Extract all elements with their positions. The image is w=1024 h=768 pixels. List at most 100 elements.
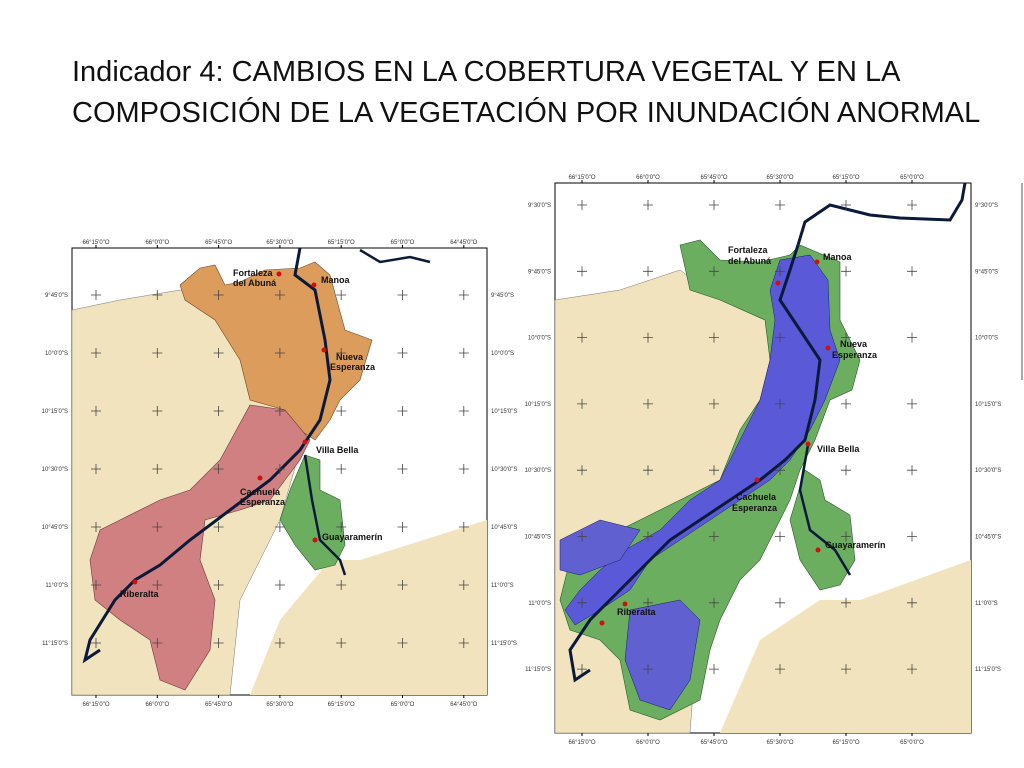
left-map-orange-zone bbox=[179, 261, 373, 441]
graticule-cross bbox=[213, 406, 224, 416]
right-map-blue-west bbox=[559, 519, 641, 576]
graticule-cross bbox=[152, 348, 163, 358]
graticule-cross bbox=[152, 580, 163, 590]
town-marker bbox=[312, 537, 318, 543]
graticule-cross bbox=[643, 266, 653, 277]
right-map-blue-south bbox=[624, 599, 701, 711]
right-map-river bbox=[796, 182, 967, 246]
town-marker bbox=[754, 477, 760, 483]
left-map: 66°15'0"O 66°15'0"O 66°0'0"O 66°0'0"O 65°45'… bbox=[42, 240, 518, 708]
town-marker bbox=[775, 280, 781, 286]
graticule-cross bbox=[336, 348, 347, 358]
graticule-cross bbox=[775, 398, 785, 409]
graticule-cross bbox=[643, 597, 653, 608]
latitude-label: 10°30'0"S bbox=[491, 467, 517, 473]
longitude-label: 66°0'0"O bbox=[145, 240, 169, 246]
graticule-cross bbox=[643, 398, 653, 409]
graticule-cross bbox=[907, 664, 917, 675]
graticule-cross bbox=[274, 580, 285, 590]
graticule-cross bbox=[397, 464, 408, 474]
graticule-cross bbox=[397, 522, 408, 532]
town-marker bbox=[599, 620, 605, 626]
longitude-label: 65°0'0"O bbox=[391, 702, 415, 708]
longitude-label: 66°15'0"O bbox=[568, 175, 595, 181]
latitude-label: 10°45'0"S bbox=[975, 535, 1001, 541]
graticule-cross bbox=[336, 406, 347, 416]
latitude-label: 10°15'0"S bbox=[975, 402, 1001, 408]
graticule-cross bbox=[775, 465, 785, 476]
longitude-label: 65°45'0"O bbox=[205, 240, 232, 246]
place-label: Villa Bella bbox=[316, 445, 359, 455]
longitude-label: 65°0'0"O bbox=[391, 240, 415, 246]
latitude-label: 9°45'0"S bbox=[528, 269, 551, 275]
longitude-label: 65°15'0"O bbox=[832, 175, 859, 181]
graticule-cross bbox=[841, 266, 851, 277]
graticule-cross bbox=[841, 531, 851, 542]
place-label: Fortaleza bbox=[233, 268, 274, 278]
graticule-cross bbox=[91, 464, 101, 474]
left-map-places: Fortaleza del Abuná Manoa Nueva Esperanz… bbox=[120, 268, 383, 599]
latitude-label: 10°15'0"S bbox=[525, 402, 551, 408]
graticule-cross bbox=[213, 638, 224, 648]
graticule-cross bbox=[336, 464, 347, 474]
town-marker bbox=[276, 271, 282, 277]
graticule-cross bbox=[274, 290, 285, 300]
graticule-cross bbox=[152, 406, 163, 416]
right-map-river-east bbox=[798, 444, 852, 576]
place-label: Cachuela bbox=[736, 492, 777, 502]
graticule-cross bbox=[336, 290, 347, 300]
graticule-cross bbox=[841, 597, 851, 608]
graticule-cross bbox=[274, 406, 285, 416]
place-label: Esperanza bbox=[240, 497, 286, 507]
right-map-places: Fortaleza del Abuná Manoa Nueva Esperanz… bbox=[599, 245, 886, 626]
latitude-label: 10°45'0"S bbox=[42, 525, 68, 531]
graticule-cross bbox=[397, 348, 408, 358]
longitude-label: 66°15'0"O bbox=[568, 740, 595, 746]
latitude-label: 9°30'0"S bbox=[528, 203, 551, 209]
graticule-cross bbox=[709, 664, 719, 675]
graticule-cross bbox=[152, 290, 163, 300]
longitude-label: 66°15'0"O bbox=[82, 702, 109, 708]
latitude-label: 11°15'0"S bbox=[491, 641, 517, 647]
latitude-label: 10°0'0"S bbox=[45, 351, 68, 357]
longitude-label: 66°0'0"O bbox=[636, 175, 660, 181]
graticule-cross bbox=[91, 580, 101, 590]
graticule-cross bbox=[458, 638, 469, 648]
graticule-cross bbox=[213, 580, 224, 590]
latitude-label: 11°0'0"S bbox=[45, 583, 68, 589]
town-marker bbox=[814, 259, 820, 265]
latitude-label: 9°30'0"S bbox=[975, 203, 998, 209]
place-label: del Abuná bbox=[728, 256, 772, 266]
left-map-river-north bbox=[359, 248, 431, 264]
right-map-river-main bbox=[568, 244, 822, 683]
longitude-label: 65°30'0"O bbox=[266, 702, 293, 708]
graticule-cross bbox=[775, 597, 785, 608]
title-line-1: Indicador 4: CAMBIOS EN LA COBERTURA VEG… bbox=[72, 56, 901, 88]
longitude-label: 66°0'0"O bbox=[636, 740, 660, 746]
latitude-label: 10°30'0"S bbox=[42, 467, 68, 473]
latitude-label: 10°15'0"S bbox=[491, 409, 517, 415]
graticule-cross bbox=[577, 597, 587, 608]
longitude-label: 64°45'0"O bbox=[450, 240, 477, 246]
graticule-cross bbox=[775, 266, 785, 277]
graticule-cross bbox=[577, 266, 587, 277]
latitude-label: 11°15'0"S bbox=[975, 667, 1001, 673]
graticule-cross bbox=[397, 290, 408, 300]
graticule-cross bbox=[643, 200, 653, 210]
graticule-cross bbox=[577, 664, 587, 675]
graticule-cross bbox=[577, 465, 587, 476]
graticule-cross bbox=[775, 531, 785, 542]
right-map-east-land bbox=[720, 560, 971, 733]
longitude-label: 65°45'0"O bbox=[205, 702, 232, 708]
graticule-cross bbox=[709, 465, 719, 476]
graticule-cross bbox=[458, 522, 469, 532]
graticule-cross bbox=[91, 348, 101, 358]
left-map-river bbox=[82, 247, 332, 664]
graticule-cross bbox=[577, 200, 587, 210]
longitude-label: 65°15'0"O bbox=[328, 702, 355, 708]
latitude-label: 10°30'0"S bbox=[525, 468, 551, 474]
graticule-cross bbox=[907, 398, 917, 409]
graticule-cross bbox=[709, 531, 719, 542]
graticule-cross bbox=[577, 531, 587, 542]
